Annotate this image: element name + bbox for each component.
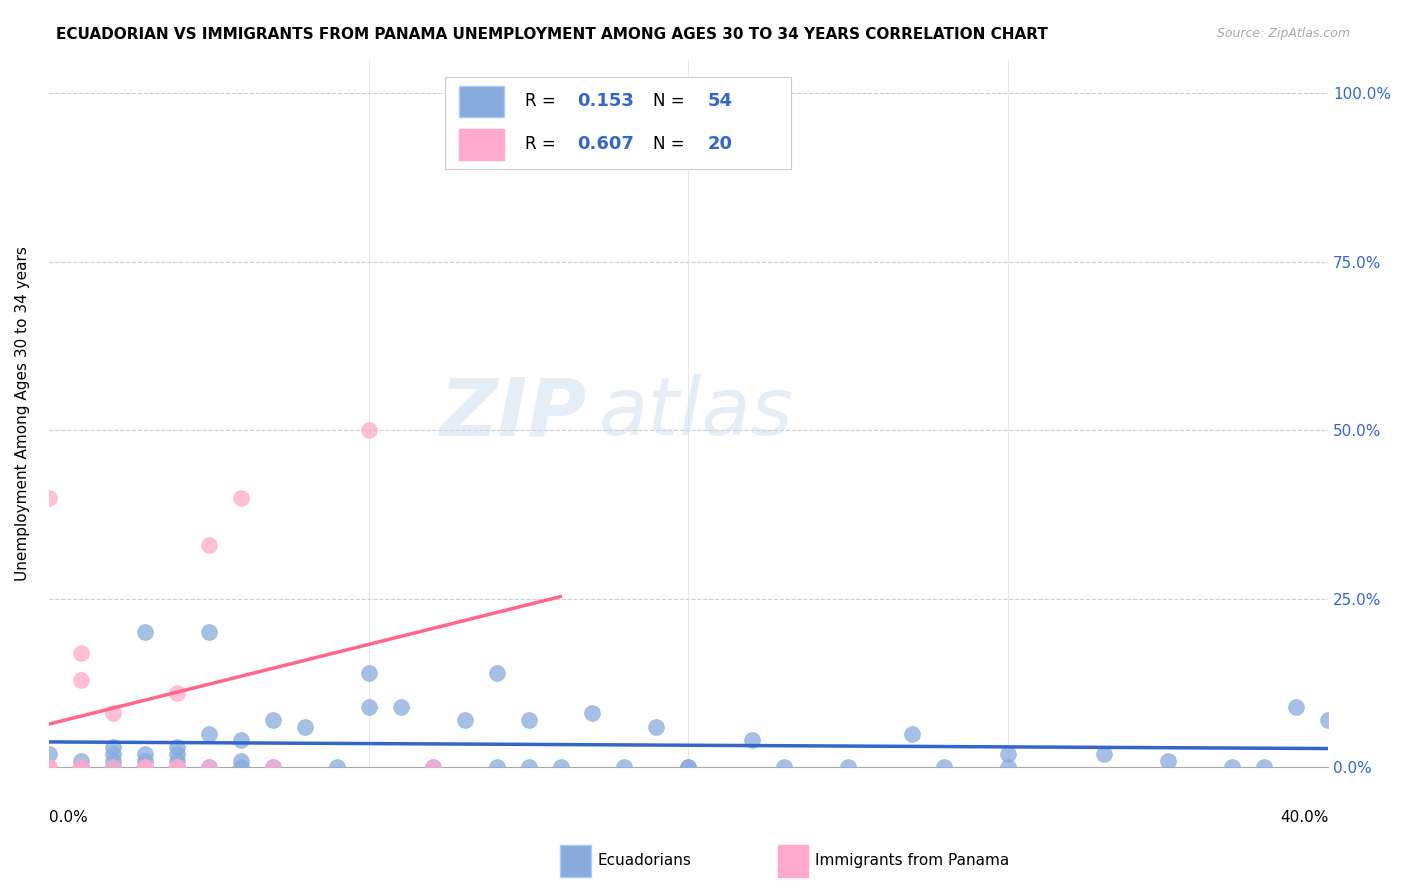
Point (1317, 713, 1340, 727)
Point (678, 760, 700, 774)
Point (517, 713, 540, 727)
Text: 40.0%: 40.0% (1279, 810, 1329, 825)
Point (229, 733, 252, 747)
Point (357, 699, 380, 714)
Point (69, 754, 91, 768)
Point (325, 760, 347, 774)
Point (69, 646, 91, 660)
Point (357, 423, 380, 437)
Point (69, 760, 91, 774)
Point (1220, 760, 1243, 774)
Point (389, 699, 412, 714)
Point (262, 713, 284, 727)
Text: ECUADORIAN VS IMMIGRANTS FROM PANAMA UNEMPLOYMENT AMONG AGES 30 TO 34 YEARS CORR: ECUADORIAN VS IMMIGRANTS FROM PANAMA UNE… (56, 27, 1047, 42)
Point (197, 625, 219, 640)
Point (166, 754, 188, 768)
Point (166, 740, 188, 755)
Point (197, 760, 219, 774)
Point (101, 754, 124, 768)
Point (69, 673, 91, 687)
Point (613, 760, 636, 774)
Point (934, 760, 956, 774)
Point (197, 726, 219, 740)
Point (134, 747, 156, 761)
Point (581, 706, 603, 721)
Point (997, 760, 1019, 774)
Point (357, 665, 380, 680)
Point (229, 754, 252, 768)
Point (773, 760, 796, 774)
Point (166, 760, 188, 774)
Point (197, 760, 219, 774)
Point (101, 747, 124, 761)
Point (134, 754, 156, 768)
Point (485, 760, 508, 774)
Point (1092, 747, 1115, 761)
Point (901, 726, 924, 740)
Point (997, 747, 1019, 761)
Point (38, 760, 60, 774)
Point (422, 760, 444, 774)
Point (134, 760, 156, 774)
Point (485, 665, 508, 680)
Point (741, 733, 763, 747)
Text: Ecuadorians: Ecuadorians (598, 854, 692, 868)
Point (166, 760, 188, 774)
Point (197, 538, 219, 552)
Point (1285, 699, 1308, 714)
Point (166, 747, 188, 761)
Point (134, 760, 156, 774)
Point (453, 713, 475, 727)
Point (166, 686, 188, 700)
Point (166, 760, 188, 774)
Point (517, 760, 540, 774)
Point (101, 740, 124, 755)
Text: atlas: atlas (599, 375, 793, 452)
Point (837, 760, 859, 774)
Point (38, 491, 60, 505)
Point (550, 760, 572, 774)
Point (69, 760, 91, 774)
Point (134, 760, 156, 774)
Point (229, 491, 252, 505)
Point (294, 720, 316, 734)
Point (134, 625, 156, 640)
Text: Immigrants from Panama: Immigrants from Panama (815, 854, 1010, 868)
Point (645, 720, 668, 734)
Point (1253, 760, 1275, 774)
Point (134, 760, 156, 774)
Text: ZIP: ZIP (439, 375, 586, 452)
Point (678, 760, 700, 774)
Point (38, 760, 60, 774)
Point (262, 760, 284, 774)
Point (229, 760, 252, 774)
Point (101, 760, 124, 774)
Point (101, 760, 124, 774)
Point (38, 747, 60, 761)
Y-axis label: Unemployment Among Ages 30 to 34 years: Unemployment Among Ages 30 to 34 years (15, 246, 30, 581)
Text: Source: ZipAtlas.com: Source: ZipAtlas.com (1216, 27, 1350, 40)
Bar (778, 845, 808, 877)
Point (422, 760, 444, 774)
Text: 0.0%: 0.0% (49, 810, 87, 825)
Point (1157, 754, 1180, 768)
Bar (560, 845, 591, 877)
Point (262, 760, 284, 774)
Point (101, 706, 124, 721)
Point (69, 760, 91, 774)
